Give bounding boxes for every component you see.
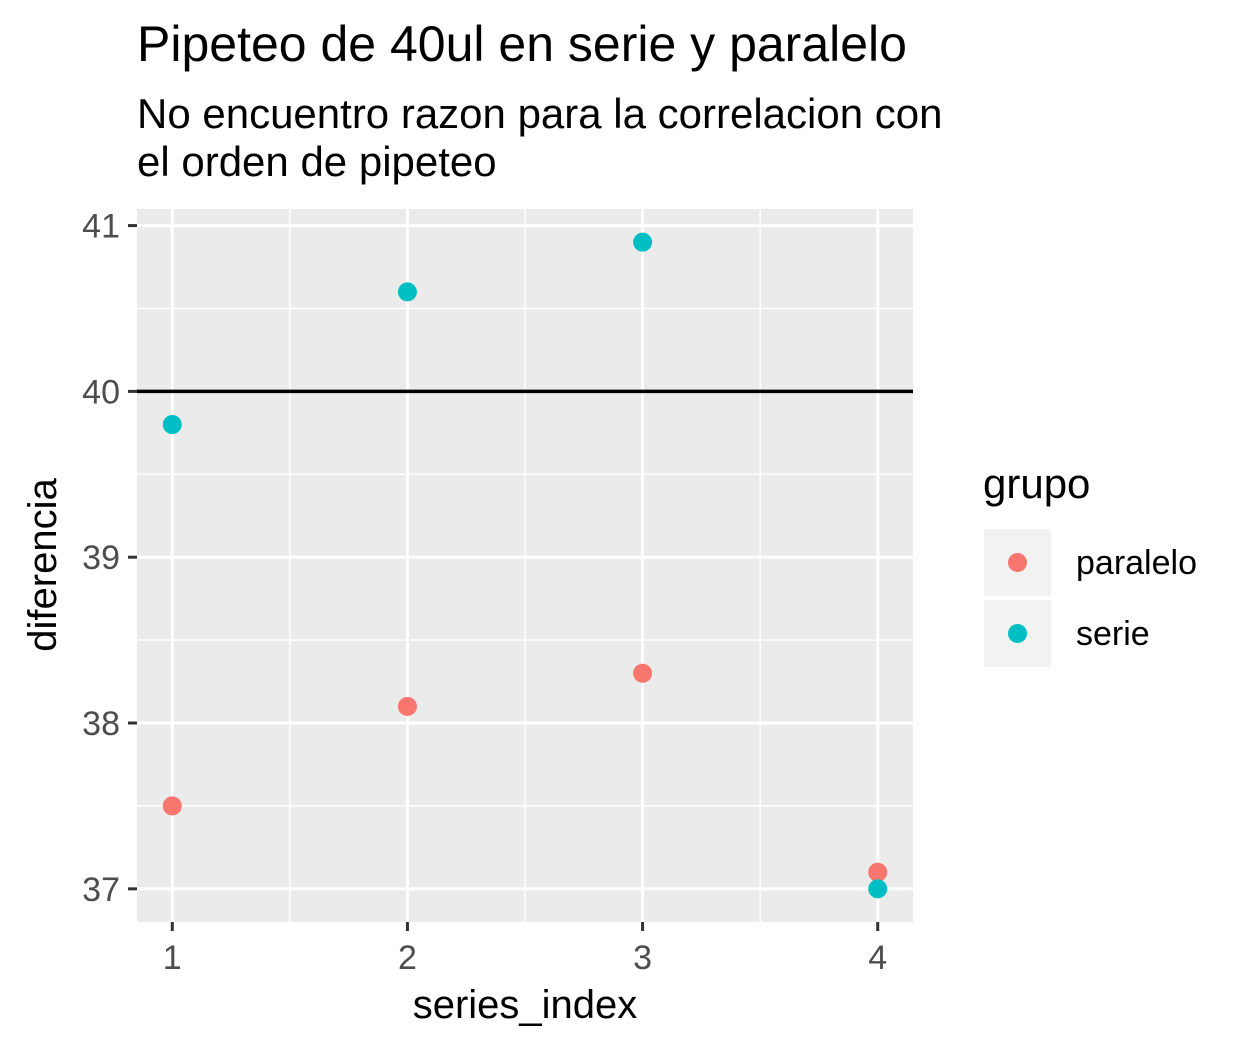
x-tick-label: 3 [633,939,652,977]
x-axis-title: series_index [413,983,638,1027]
y-tick-label: 38 [82,705,120,743]
point-serie [633,232,653,252]
legend-marker-serie [1008,624,1027,643]
x-tick-label: 4 [868,939,887,977]
legend-label-paralelo: paralelo [1076,544,1197,582]
point-serie [397,282,417,302]
data-points [162,232,888,899]
y-tick-label: 39 [82,539,120,577]
point-serie [868,879,888,899]
point-paralelo [397,696,417,716]
minor-gridlines [137,209,913,922]
legend-title: grupo [983,460,1090,507]
chart-title: Pipeteo de 40ul en serie y paralelo [137,16,907,72]
point-paralelo [868,862,888,882]
y-tick-label: 40 [82,373,120,411]
x-tick-label: 2 [398,939,417,977]
point-serie [162,415,182,435]
y-tick-label: 37 [82,871,120,909]
chart-subtitle-line-1: No encuentro razon para la correlacion c… [137,90,942,137]
point-paralelo [633,663,653,683]
legend-marker-paralelo [1008,553,1027,572]
legend-label-serie: serie [1076,615,1150,653]
y-tick-label: 41 [82,208,120,246]
y-axis-title: diferencia [21,478,65,652]
legend: grupo paralelo serie [983,460,1197,667]
point-paralelo [162,796,182,816]
y-axis: 37 38 39 40 41 [82,208,137,909]
legend-items: paralelo serie [984,529,1197,667]
chart-subtitle-line-2: el orden de pipeteo [137,138,497,185]
x-tick-label: 1 [163,939,182,977]
x-axis: 1 2 3 4 [163,922,887,977]
